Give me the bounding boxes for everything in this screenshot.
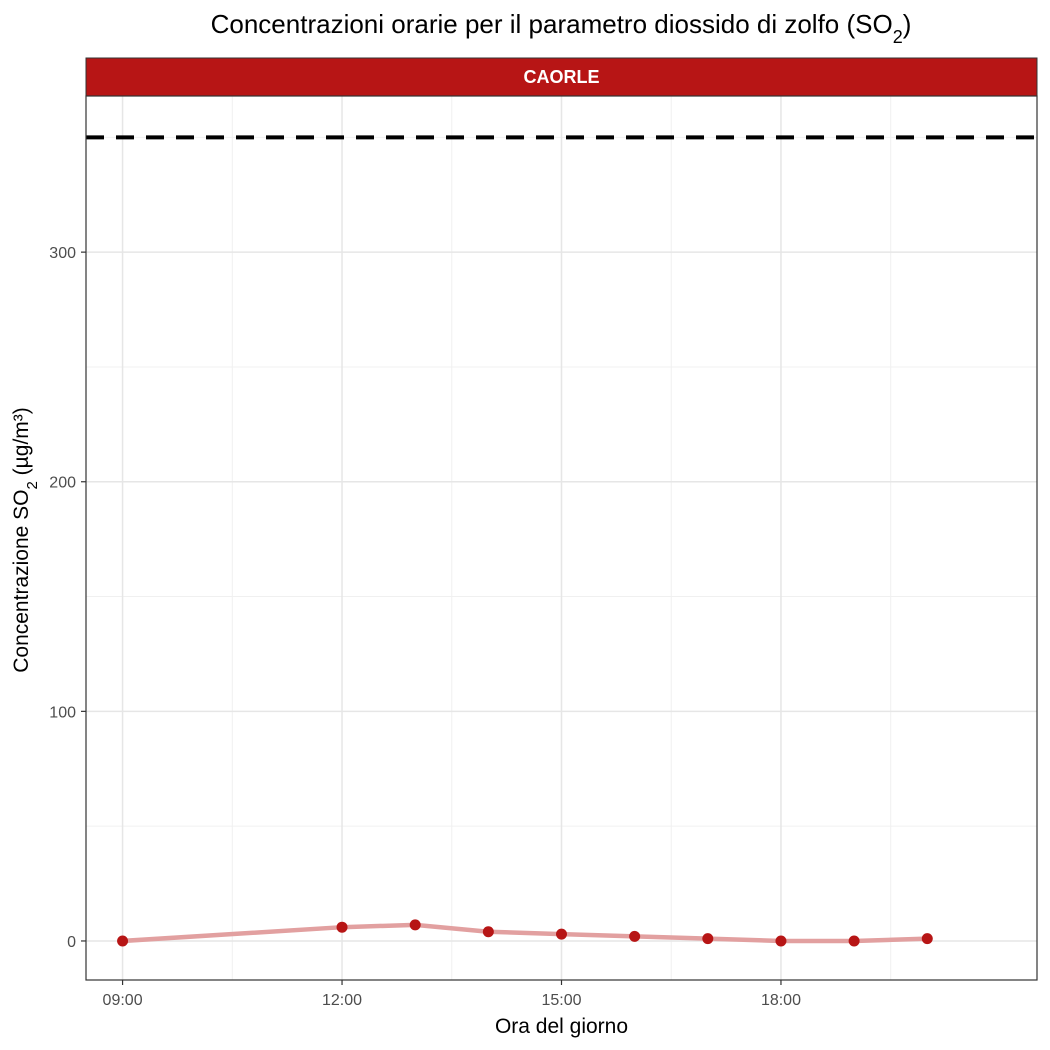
series-line (120, 922, 930, 944)
data-point (629, 930, 641, 942)
y-axis: 0 100 200 300 (49, 245, 86, 951)
facet-strip (85, 57, 1038, 97)
data-point (702, 933, 714, 945)
chart-title-subscript: 2 (893, 27, 903, 47)
y-tick-label: 100 (49, 704, 76, 721)
y-tick-label: 0 (67, 934, 76, 951)
data-point (556, 928, 567, 940)
data-point (117, 935, 129, 947)
x-tick-label: 18:00 (761, 992, 801, 1009)
data-point (336, 921, 348, 933)
data-point (848, 935, 860, 947)
x-tick-label: 12:00 (322, 992, 362, 1009)
chart-title: Concentrazioni orarie per il parametro d… (211, 9, 912, 47)
x-axis: 09:00 12:00 15:00 18:00 (103, 980, 801, 1009)
x-tick-label: 09:00 (103, 992, 143, 1009)
x-axis-title: Ora del giorno (495, 1015, 628, 1038)
facet-label: CAORLE (524, 67, 600, 87)
y-tick-label: 200 (49, 475, 76, 492)
series-line-layer (120, 922, 930, 944)
data-point (775, 935, 787, 947)
x-tick-label: 15:00 (541, 992, 581, 1009)
y-axis-title-subscript: 2 (24, 481, 41, 489)
data-point (409, 919, 421, 931)
series-points-layer (117, 919, 933, 947)
y-tick-label: 300 (49, 245, 76, 262)
data-point (482, 926, 494, 938)
data-point (921, 933, 933, 945)
y-axis-title: Concentrazione SO2 (µg/m³) (10, 407, 41, 673)
